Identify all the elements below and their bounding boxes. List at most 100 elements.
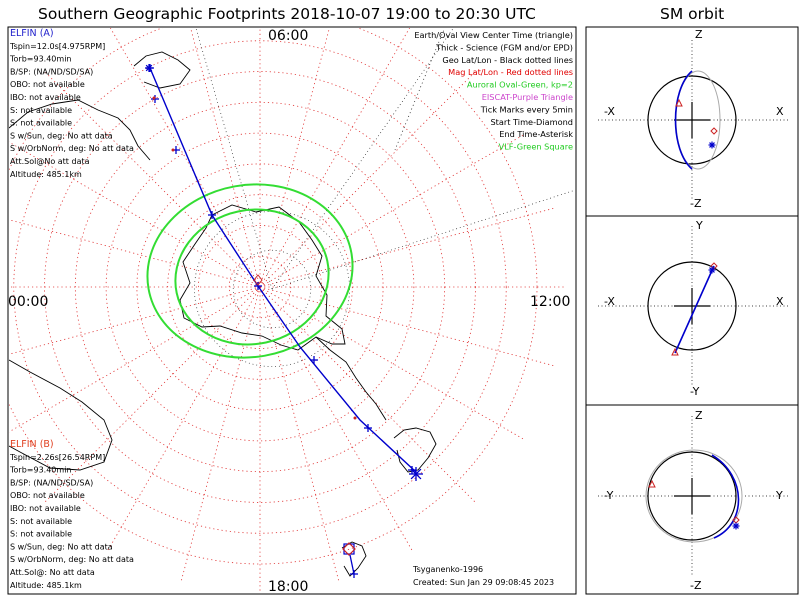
mag-lon-line: [259, 286, 525, 440]
p2-label-top: Y: [695, 219, 703, 232]
info-line: S w/Sun, deg: No att data: [10, 542, 113, 551]
legend-item: Geo Lat/Lon - Black dotted lines: [442, 55, 573, 65]
end-asterisk-a: [145, 64, 153, 72]
info-line: S w/OrbNorm, deg: No att data: [10, 144, 134, 153]
p1-label-bottom: -Z: [690, 197, 702, 210]
info-line: Torb=93.40min: [9, 55, 71, 64]
start-diamond: [710, 127, 718, 135]
legend-item: Start Time-Diamond: [490, 117, 573, 127]
africa-coast: [9, 359, 113, 471]
mag-lat-circle: [13, 40, 507, 534]
orbit-panel-xy: [598, 226, 790, 386]
mag-lat-circle: [228, 255, 292, 319]
info-line: Altitude: 485.1km: [10, 581, 82, 590]
info-line: IBO: not available: [10, 93, 81, 102]
auroral-oval: [146, 183, 354, 359]
geo-lon-line: [195, 28, 273, 290]
start-diamond-b: [342, 542, 356, 556]
mag-lon-line: [9, 219, 261, 288]
mag-tick: [353, 416, 357, 420]
geo-lon-line: [271, 189, 575, 290]
vlf-square: [343, 543, 355, 555]
start-diamond: [710, 262, 718, 270]
track-b: [349, 554, 355, 575]
mag-lon-line: [180, 286, 261, 582]
elfin-a-track: [145, 64, 423, 578]
info-line: B/SP: (NA/ND/SD/SA): [10, 478, 93, 487]
mag-lon-line: [44, 286, 261, 503]
australia-coast: [9, 99, 151, 161]
legend-item: Earth/Oval View Center Time (triangle): [414, 30, 573, 40]
mag-lon-line: [9, 286, 261, 433]
mag-lon-line: [259, 71, 476, 288]
new-zealand-coast: [133, 51, 191, 89]
mag-lat-circle: [44, 71, 476, 503]
mag-tick: [152, 96, 156, 100]
info-line: S: not available: [10, 530, 72, 539]
p1-label-left: -X: [604, 105, 615, 118]
legend-item: Thick - Science (FGM and/or EPD): [435, 42, 573, 52]
info-line: Att.Sol@No att data: [10, 157, 90, 166]
elfin-a-info: ELFIN (A) Tspin=12.0s[4.975RPM] Torb=93.40…: [9, 28, 134, 179]
p1-label-top: Z: [695, 28, 703, 41]
info-line: S w/OrbNorm, deg: No att data: [10, 555, 134, 564]
auroral-oval-outer: [146, 183, 354, 359]
time-label-top: 06:00: [268, 28, 308, 44]
mag-lon-line: [259, 286, 340, 582]
info-line: S: not available: [10, 517, 72, 526]
mag-lon-line: [110, 28, 261, 288]
orbit-front: [711, 454, 740, 539]
mag-lon-line: [190, 28, 261, 288]
mag-lon-line: [9, 141, 261, 288]
legend-item: Mag Lat/Lon - Red dotted lines: [448, 67, 573, 77]
orbit-panel-xz: [598, 40, 790, 200]
time-label-bottom: 18:00: [268, 579, 308, 595]
legend-item: EISCAT-Purple Triangle: [482, 92, 573, 102]
info-line: S w/Sun, deg: No att data: [10, 131, 113, 140]
auroral-oval-inner: [174, 208, 330, 346]
coastlines: [9, 51, 437, 577]
mag-lon-line: [9, 286, 261, 355]
polar-map-frame: [7, 26, 577, 595]
model-label: Tsyganenko-1996: [412, 565, 483, 574]
orbit-panel-yz: [598, 416, 790, 576]
end-asterisk: [709, 267, 715, 273]
orbit-back: [645, 449, 743, 543]
mag-lat-circle: [105, 132, 415, 442]
p2-label-bottom: -Y: [690, 385, 700, 398]
info-line: Tspin=2.26s[26.54RPM]: [9, 453, 105, 462]
mag-lat-circle: [198, 225, 322, 349]
mag-lon-line: [259, 134, 525, 288]
time-label-left: 00:00: [8, 294, 48, 310]
legend-item: Auroral Oval-Green, kp=2: [467, 80, 573, 90]
view-triangle: [675, 98, 683, 107]
info-line: S: not available: [10, 119, 72, 128]
info-line: Att.Sol@: No att data: [10, 568, 95, 577]
p3-label-bottom: -Z: [690, 579, 702, 592]
end-asterisk: [709, 142, 715, 148]
p2-label-right: X: [776, 295, 784, 308]
mag-lat-circle: [74, 101, 446, 473]
mag-lat-circle: [9, 28, 538, 565]
mag-lon-line: [259, 207, 555, 288]
orbit-title: SM orbit: [660, 5, 724, 23]
mag-lat-circle: [136, 163, 384, 411]
start-diamond: [253, 274, 263, 286]
info-line: Altitude: 485.1km: [10, 170, 82, 179]
info-line: S: not available: [10, 106, 72, 115]
info-line: OBO: not available: [10, 491, 85, 500]
end-asterisk: [410, 468, 422, 480]
legend-item: End Time-Asterisk: [499, 129, 573, 139]
mag-lon-line: [44, 71, 261, 288]
info-header: ELFIN (A): [10, 28, 54, 39]
mag-lon-line: [259, 28, 410, 288]
antarctic-peninsula: [315, 336, 387, 421]
created-label: Created: Sun Jan 29 09:08:45 2023: [413, 578, 554, 587]
mag-lat-circle: [167, 194, 353, 380]
info-line: OBO: not available: [10, 80, 85, 89]
info-line: B/SP: (NA/ND/SD/SA): [10, 67, 93, 76]
legend-item: VLF-Green Square: [499, 142, 573, 152]
info-header: ELFIN (B): [10, 439, 54, 450]
info-line: Torb=93.40min: [9, 466, 71, 475]
